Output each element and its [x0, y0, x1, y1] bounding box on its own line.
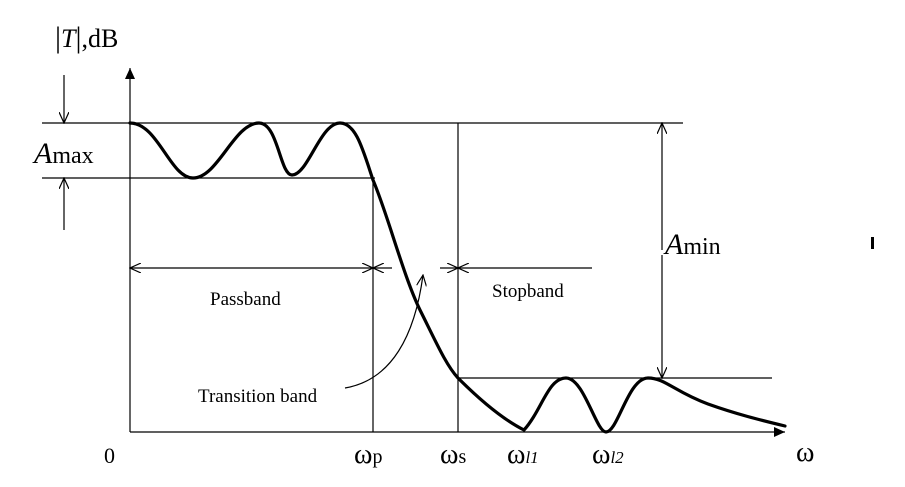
wl1-label: ωl1: [507, 439, 539, 470]
x-axis-label: ω: [796, 437, 814, 468]
passband-label: Passband: [210, 289, 281, 310]
wp-label: ωp: [354, 439, 382, 470]
ws-label: ωs: [440, 439, 466, 470]
y-axis-unit: ,dB: [82, 24, 119, 53]
response-curve: [128, 121, 787, 434]
transition-band-pointer: [344, 275, 423, 389]
y-axis-label: |T|,dB: [55, 21, 118, 54]
y-axis-label-T: T: [61, 24, 77, 53]
amax-label: Amax: [32, 137, 94, 170]
wl2-label: ωl2: [592, 439, 624, 470]
stopband-label: Stopband: [492, 281, 564, 302]
amin-label: Amin: [663, 228, 721, 261]
edge-mark: [871, 237, 874, 249]
transition-band-label: Transition band: [198, 386, 318, 407]
origin-label: 0: [104, 443, 115, 468]
